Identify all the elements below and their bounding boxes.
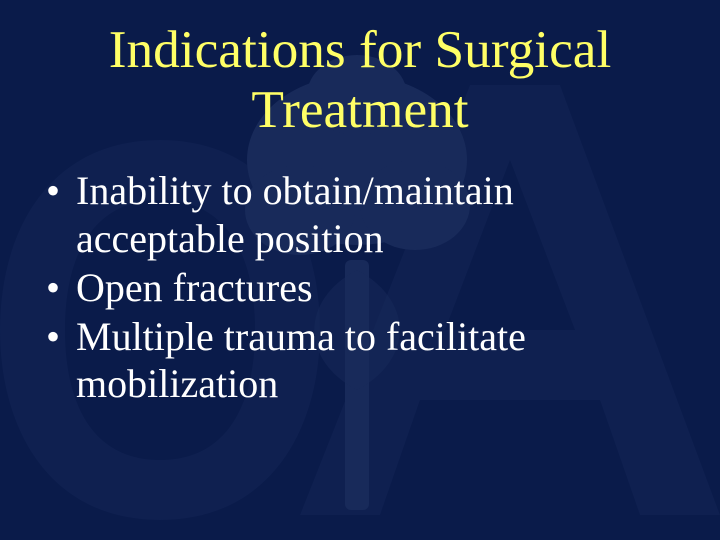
slide-content: Indications for Surgical Treatment Inabi… xyxy=(0,0,720,540)
list-item: Inability to obtain/maintain acceptable … xyxy=(42,167,686,261)
bullet-list: Inability to obtain/maintain acceptable … xyxy=(34,167,686,407)
list-item: Multiple trauma to facilitate mobilizati… xyxy=(42,313,686,407)
list-item: Open fractures xyxy=(42,264,686,311)
title-line-1: Indications for Surgical xyxy=(34,20,686,80)
title-line-2: Treatment xyxy=(34,80,686,140)
slide-title: Indications for Surgical Treatment xyxy=(34,20,686,139)
